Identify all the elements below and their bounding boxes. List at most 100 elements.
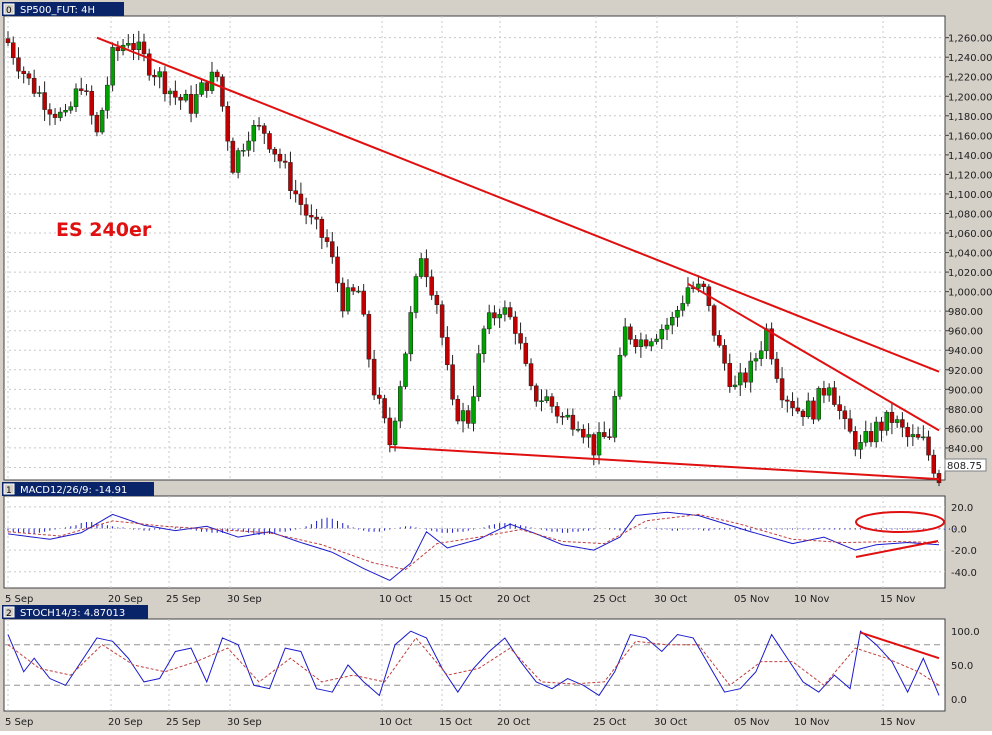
candle-down (282, 160, 288, 163)
candle-down (785, 399, 790, 402)
macd-lines (7, 511, 940, 582)
candle-down (466, 410, 471, 424)
candle-down (602, 432, 607, 437)
candle-down (293, 190, 298, 195)
candle-up (486, 312, 492, 330)
candle-down (560, 415, 565, 418)
y-tick-label: 1,120.00 (948, 170, 992, 181)
candle-up (884, 411, 889, 431)
candle-up (403, 353, 408, 387)
candle-up (471, 396, 476, 424)
y-tick-label: 100.0 (951, 627, 980, 638)
candle-up (73, 88, 79, 107)
x-tick-label: 15 Nov (880, 717, 916, 728)
candle-down (549, 396, 555, 407)
candle-down (5, 38, 11, 43)
panel-index-box[interactable] (3, 483, 15, 495)
candle-up (398, 386, 403, 422)
candle-down (52, 113, 58, 118)
candle-up (194, 94, 199, 114)
candle-down (717, 335, 722, 346)
candle-up (502, 307, 508, 315)
candle-down (94, 114, 100, 133)
y-tick-label: -20.0 (951, 546, 977, 557)
y-tick-label: -40.0 (951, 568, 977, 579)
candle-down (633, 339, 638, 347)
candle-up (183, 94, 189, 101)
x-tick-label: 15 Oct (439, 717, 472, 728)
macd-circle-annotation (855, 511, 945, 533)
candle-down (607, 436, 612, 438)
candle-down (570, 414, 576, 430)
stoch-header[interactable] (2, 605, 148, 619)
stoch-title: STOCH14/3: 4.87013 (20, 608, 125, 619)
y-tick-label: 1,020.00 (948, 268, 992, 279)
candle-down (790, 400, 795, 409)
candle-down (47, 109, 53, 115)
x-tick-label: 25 Oct (593, 594, 626, 605)
candle-down (832, 387, 837, 405)
candle-up (753, 358, 759, 362)
candle-down (42, 92, 47, 110)
y-tick-label: 1,080.00 (948, 209, 992, 220)
candle-down (591, 434, 597, 456)
candle-down (78, 88, 84, 91)
candle-down (371, 358, 377, 396)
candle-up (37, 92, 42, 94)
candle-up (539, 400, 544, 402)
candle-down (774, 358, 780, 379)
candle-down (889, 411, 895, 423)
candle-down (445, 337, 450, 365)
y-tick-label: 0.0 (951, 524, 967, 535)
candle-up (241, 150, 246, 152)
candle-down (868, 431, 874, 443)
stoch-grid (4, 644, 945, 686)
candle-up (659, 329, 665, 340)
candle-up (638, 339, 644, 347)
candle-down (230, 140, 236, 173)
price-header[interactable] (2, 2, 124, 16)
candle-down (518, 333, 523, 344)
candle-down (16, 57, 21, 72)
candle-up (685, 287, 691, 304)
candle-up (826, 387, 832, 396)
candle-down (272, 148, 277, 155)
candle-down (262, 125, 267, 134)
candle-down (350, 287, 356, 292)
x-tick-label: 25 Sep (166, 717, 201, 728)
candle-down (434, 294, 440, 305)
candle-up (246, 140, 251, 151)
macd-line (7, 511, 940, 582)
stoch-lines (7, 630, 940, 697)
y-tick-label: 1,240.00 (948, 53, 992, 64)
candle-up (732, 384, 738, 387)
candle-up (105, 84, 110, 111)
macd-header[interactable] (2, 482, 154, 496)
stoch-divergence-line (860, 631, 940, 660)
candle-down (89, 91, 94, 116)
candle-up (617, 354, 623, 397)
y-tick-label: 50.0 (951, 661, 973, 672)
x-tick-label: 15 Nov (880, 594, 916, 605)
candle-up (565, 414, 570, 418)
price-vertical-grid (7, 16, 884, 480)
panel-index-box[interactable] (3, 3, 15, 15)
price-trendlines (96, 36, 940, 481)
candle-down (256, 125, 262, 127)
candle-up (110, 47, 115, 86)
candle-down (853, 431, 858, 450)
candle-up (816, 388, 821, 420)
x-tick-label: 10 Nov (794, 594, 830, 605)
x-tick-label: 25 Sep (166, 594, 201, 605)
candle-up (476, 353, 481, 397)
y-tick-label: 1,260.00 (948, 34, 992, 45)
candle-down (905, 427, 910, 438)
panel-index-box[interactable] (3, 606, 15, 618)
x-tick-label: 5 Sep (5, 594, 33, 605)
candle-down (926, 436, 931, 456)
macd-vertical-grid (7, 496, 884, 588)
candle-down (31, 77, 37, 94)
candle-down (267, 133, 272, 150)
x-tick-label: 15 Oct (439, 594, 472, 605)
panel-index: 2 (6, 609, 12, 619)
